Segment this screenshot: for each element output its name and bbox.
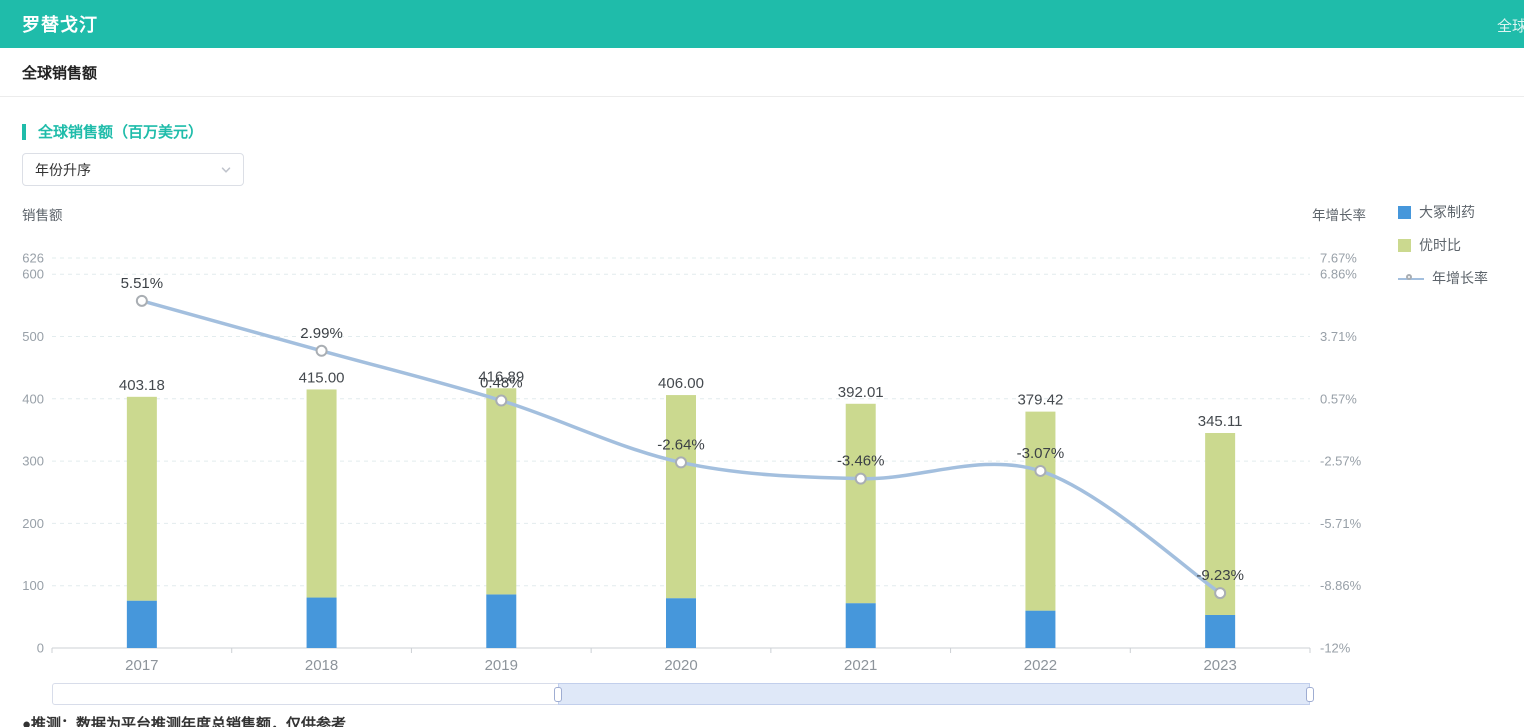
datazoom-handle-right[interactable]: [1306, 687, 1314, 702]
line-marker-icon: [1398, 272, 1424, 285]
growth-rate-label: 2.99%: [300, 325, 343, 342]
x-axis-category-label: 2020: [664, 657, 697, 674]
header-nav-global[interactable]: 全球: [1497, 18, 1524, 35]
legend-label: 优时比: [1419, 237, 1461, 253]
growth-rate-label: 0.48%: [480, 375, 523, 392]
page-subheader: 全球销售额: [0, 48, 1524, 97]
datazoom-selected-range[interactable]: [558, 683, 1310, 705]
bar-total-label: 379.42: [1017, 392, 1063, 409]
legend-item-growth[interactable]: 年增长率: [1398, 270, 1488, 286]
left-axis-tick-label: 100: [22, 578, 44, 593]
growth-rate-marker[interactable]: [495, 394, 508, 407]
bar-segment-otsuka[interactable]: [306, 597, 337, 648]
bar-segment-otsuka[interactable]: [1205, 614, 1236, 648]
left-axis-tick-label: 300: [22, 454, 44, 469]
app-title: 罗替戈汀: [22, 15, 98, 35]
left-axis-tick-label: 500: [22, 329, 44, 344]
right-axis-tick-label: 0.57%: [1320, 391, 1357, 406]
bar-segment-ucb[interactable]: [1025, 411, 1056, 611]
bar-total-label: 416.89: [478, 368, 524, 385]
bar-segment-ucb[interactable]: [126, 396, 157, 601]
section-accent-bar: [22, 123, 26, 140]
right-axis-tick-label: -12%: [1320, 641, 1351, 656]
x-axis-category-label: 2019: [485, 657, 518, 674]
bar-segment-ucb[interactable]: [486, 388, 517, 595]
right-axis-tick-label: -2.57%: [1320, 454, 1362, 469]
datazoom-slider[interactable]: [52, 683, 1314, 705]
x-axis-category-label: 2021: [844, 657, 877, 674]
x-axis-category-label: 2023: [1203, 657, 1236, 674]
right-axis-tick-label: 6.86%: [1320, 267, 1357, 282]
growth-rate-marker[interactable]: [315, 344, 328, 357]
growth-rate-label: -3.07%: [1017, 445, 1065, 462]
section-title-text: 全球销售额（百万美元）: [38, 124, 204, 141]
left-axis-tick-label: 600: [22, 267, 44, 282]
legend-item-otsuka[interactable]: 大冢制药: [1398, 204, 1488, 220]
left-axis-tick-label: 0: [37, 641, 44, 656]
bar-total-label: 345.11: [1198, 413, 1243, 430]
growth-rate-label: -3.46%: [837, 453, 885, 470]
sort-dropdown-value: 年份升序: [35, 161, 91, 178]
datazoom-handle-left[interactable]: [554, 687, 562, 702]
bar-total-label: 406.00: [658, 375, 704, 392]
bar-segment-ucb[interactable]: [306, 389, 337, 598]
growth-rate-label: 5.51%: [121, 275, 164, 292]
growth-rate-label: -2.64%: [657, 436, 705, 453]
bar-segment-otsuka[interactable]: [845, 603, 876, 648]
bar-segment-ucb[interactable]: [845, 403, 876, 604]
bar-segment-otsuka[interactable]: [126, 600, 157, 648]
left-axis-tick-label: 626: [22, 251, 44, 266]
bar-total-label: 415.00: [299, 369, 345, 386]
left-axis-title: 销售额: [22, 208, 63, 223]
app-header: 罗替戈汀 全球: [0, 0, 1524, 48]
chart-legend: 大冢制药 优时比 年增长率: [1398, 204, 1488, 303]
right-axis-tick-label: 3.71%: [1320, 329, 1357, 344]
x-axis-category-label: 2022: [1024, 657, 1057, 674]
growth-rate-marker[interactable]: [135, 294, 148, 307]
x-axis-category-label: 2017: [125, 657, 158, 674]
legend-label: 年增长率: [1432, 270, 1488, 286]
section-header: 全球销售额（百万美元）: [22, 121, 203, 142]
right-axis-tick-label: -8.86%: [1320, 578, 1362, 593]
growth-rate-marker[interactable]: [1034, 464, 1047, 477]
bar-total-label: 392.01: [838, 384, 884, 401]
x-axis-category-label: 2018: [305, 657, 338, 674]
bar-segment-otsuka[interactable]: [1025, 610, 1056, 648]
growth-rate-label: -9.23%: [1196, 567, 1244, 584]
page-title: 全球销售额: [22, 64, 98, 82]
left-axis-tick-label: 200: [22, 516, 44, 531]
growth-rate-marker[interactable]: [854, 472, 867, 485]
footnote: ●推测：数据为平台推测年度总销售额，仅供参考: [22, 716, 347, 727]
bar-swatch-green-icon: [1398, 238, 1411, 252]
sort-dropdown[interactable]: 年份升序: [22, 153, 244, 186]
legend-item-ucb[interactable]: 优时比: [1398, 237, 1488, 253]
chevron-down-icon: [221, 166, 231, 173]
bar-segment-ucb[interactable]: [666, 395, 696, 599]
legend-label: 大冢制药: [1419, 204, 1475, 220]
right-axis-tick-label: 7.67%: [1320, 251, 1357, 266]
bar-swatch-blue-icon: [1398, 205, 1411, 219]
bar-total-label: 403.18: [119, 377, 165, 394]
right-axis-title: 年增长率: [1312, 208, 1366, 223]
left-axis-tick-label: 400: [22, 391, 44, 406]
bar-segment-otsuka[interactable]: [666, 598, 696, 648]
growth-rate-marker[interactable]: [1214, 587, 1227, 600]
growth-rate-marker[interactable]: [675, 456, 687, 469]
bar-segment-otsuka[interactable]: [486, 594, 517, 648]
right-axis-tick-label: -5.71%: [1320, 516, 1362, 531]
